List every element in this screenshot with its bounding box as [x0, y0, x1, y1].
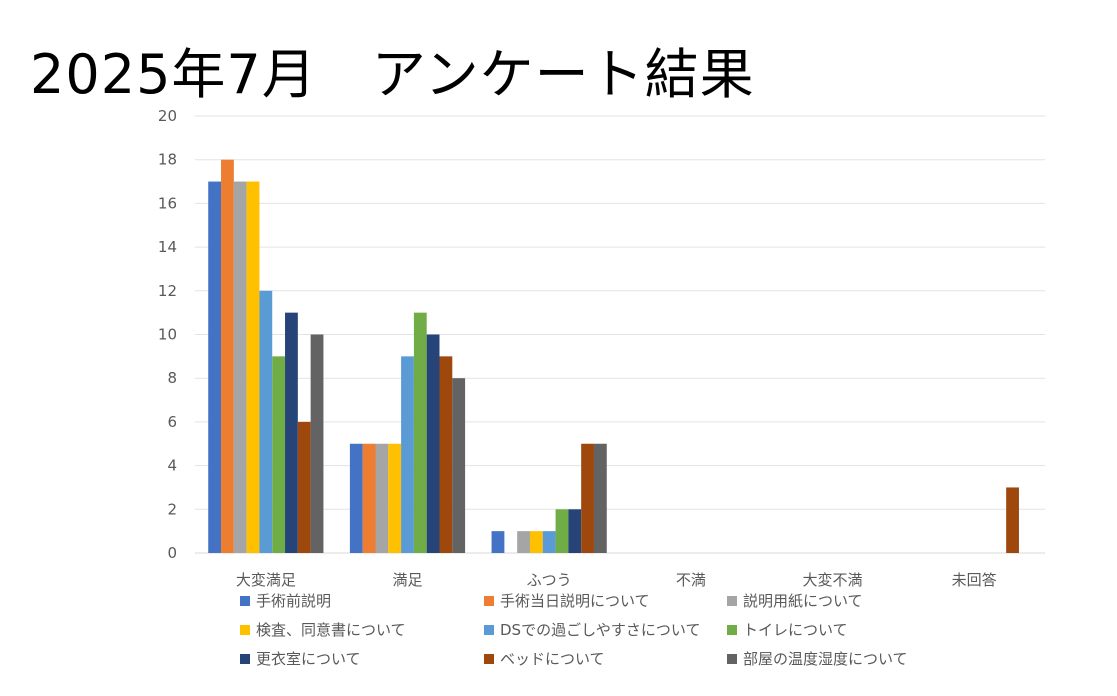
- bar: [1006, 487, 1019, 553]
- bar: [517, 531, 530, 553]
- y-tick-label: 12: [158, 282, 177, 300]
- y-tick-label: 10: [158, 326, 177, 344]
- y-tick-label: 0: [167, 544, 177, 562]
- x-tick-label: 大変満足: [236, 571, 296, 589]
- bars: [208, 159, 1019, 554]
- bar: [246, 181, 260, 554]
- y-tick-label: 20: [158, 107, 177, 125]
- x-tick-label: 不満: [676, 571, 706, 589]
- x-tick-label: 満足: [392, 571, 422, 589]
- bar: [401, 356, 414, 553]
- y-tick-label: 8: [167, 369, 177, 387]
- bar: [375, 443, 389, 553]
- bar: [272, 356, 286, 553]
- bar: [259, 290, 273, 553]
- bar: [568, 509, 582, 553]
- y-tick-label: 4: [167, 457, 177, 475]
- bar: [297, 421, 311, 553]
- y-axis-ticks: 0 2 4 6 8 10 12 14 16 18 20: [158, 107, 177, 562]
- y-tick-label: 16: [158, 194, 177, 212]
- bar: [362, 443, 376, 553]
- chart-title: 2025年7月 アンケート結果: [30, 43, 755, 106]
- bar: [491, 531, 505, 553]
- bar: [593, 443, 607, 553]
- bar: [413, 312, 427, 553]
- y-tick-label: 14: [158, 238, 177, 256]
- bar: [529, 531, 543, 553]
- y-tick-label: 2: [167, 500, 177, 518]
- bar: [555, 509, 569, 553]
- bar: [349, 443, 363, 553]
- bar: [221, 159, 234, 553]
- bar: [542, 531, 556, 553]
- bar: [426, 334, 440, 553]
- x-tick-label: 未回答: [952, 571, 997, 589]
- bar: [439, 356, 453, 553]
- y-tick-label: 6: [167, 413, 177, 431]
- x-axis-ticks: 大変満足 満足 ふつう 不満 大変不満 未回答: [236, 571, 997, 589]
- x-tick-label: ふつう: [527, 571, 572, 589]
- x-tick-label: 大変不満: [802, 571, 862, 589]
- bar: [208, 181, 222, 554]
- bar: [581, 443, 594, 553]
- bar: [388, 443, 402, 553]
- y-tick-label: 18: [158, 151, 177, 169]
- bar: [285, 312, 298, 553]
- gridlines: [195, 115, 1045, 554]
- bar: [452, 378, 466, 553]
- bar: [233, 181, 247, 554]
- bar: [310, 334, 324, 553]
